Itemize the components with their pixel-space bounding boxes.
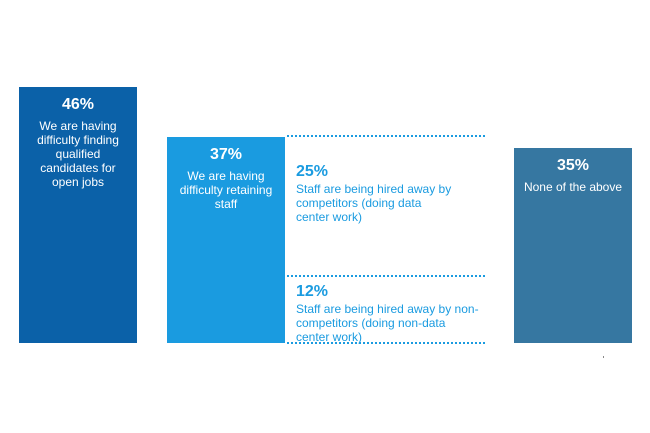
breakdown-divider-bottom	[287, 342, 485, 344]
breakdown-label: Staff are being hired away by competitor…	[296, 182, 452, 225]
breakdown-value-label: 12%	[296, 283, 329, 301]
bar-category-label: We are having difficulty retaining staff	[179, 169, 273, 212]
breakdown-competitors: 25% Staff are being hired away by compet…	[296, 162, 481, 224]
breakdown-non-competitors: 12% Staff are being hired away by non-co…	[296, 282, 481, 344]
breakdown-divider-top	[287, 135, 485, 138]
bar-category-label: We are having difficulty finding qualifi…	[37, 119, 119, 189]
bar-none-of-the-above: 35% None of the above	[514, 148, 632, 343]
bar-category-label: None of the above	[523, 180, 623, 195]
breakdown-value-label: 25%	[296, 163, 329, 181]
bar-value-label: 35%	[556, 157, 590, 175]
axis-tick-mark	[603, 356, 604, 358]
breakdown-divider-middle	[287, 275, 485, 278]
breakdown-label: Staff are being hired away by non-compet…	[296, 302, 479, 345]
bar-value-label: 46%	[61, 96, 95, 113]
bar-difficulty-retaining-staff: 37% We are having difficulty retaining s…	[167, 137, 285, 343]
bar-value-label: 37%	[209, 146, 243, 164]
bar-difficulty-finding-candidates: 46% We are having difficulty finding qua…	[19, 87, 137, 343]
